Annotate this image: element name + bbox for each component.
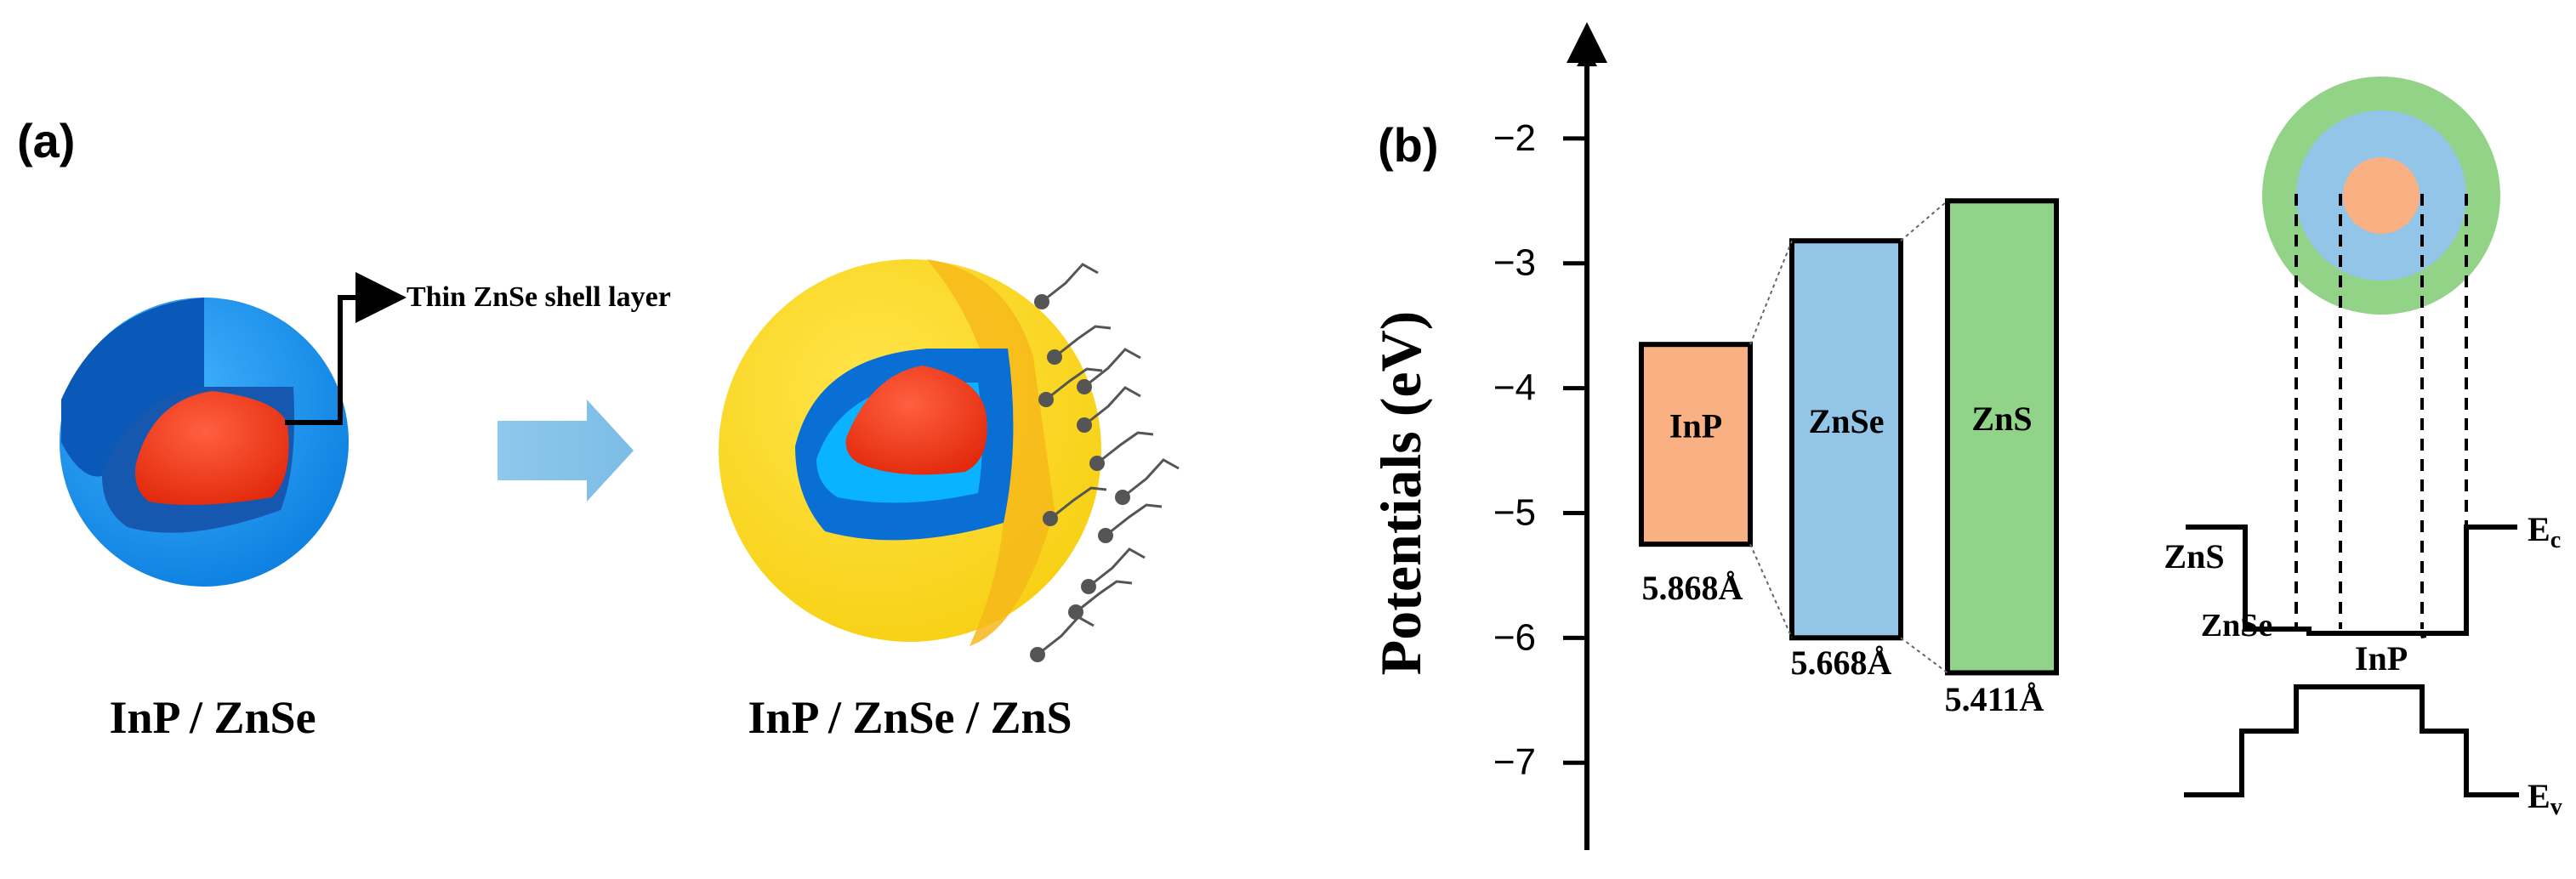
- bar-znse: [1789, 238, 1903, 641]
- ligand-tail: [1083, 348, 1141, 388]
- y-tick-label: −2: [1493, 117, 1536, 159]
- ligand-tail: [1045, 367, 1103, 401]
- panel-b-label: (b): [1378, 118, 1439, 172]
- caption-inp-znse: InP / ZnSe: [109, 692, 316, 743]
- lattice-label-znse: 5.668Å: [1791, 644, 1892, 682]
- ligand-tail: [1105, 503, 1163, 537]
- band-label-ec-main: E: [2528, 510, 2550, 548]
- band-offset-line: [1749, 543, 1793, 638]
- transition-arrow: [498, 400, 634, 502]
- band-label-ec-sub: c: [2550, 527, 2561, 553]
- band-offset-line: [1900, 637, 1948, 674]
- band-offset-line: [1749, 240, 1793, 345]
- y-axis-label: Potentials (eV): [1368, 311, 1433, 676]
- inp-core: [845, 366, 987, 475]
- bar-label-zns: ZnS: [1971, 400, 2032, 438]
- inp-znse-sphere: [60, 298, 349, 587]
- bar-label-znse: ZnSe: [1809, 402, 1885, 440]
- band-label-ev: Ev: [2528, 777, 2562, 820]
- y-tick-label: −4: [1493, 367, 1536, 409]
- znse-shell-cutaway: [61, 298, 204, 477]
- band-offset-line: [1900, 200, 1948, 242]
- band-label-ec: Ec: [2528, 510, 2561, 553]
- inp-znse-zns-sphere: [719, 259, 1180, 662]
- conduction-band-edge: [2186, 525, 2517, 639]
- band-label-znse: ZnSe: [2201, 608, 2272, 644]
- chart-plot: −2 −3 −4 −5 −6 −7 InP ZnSe ZnS 5.868Å 5.668Å 5.411Å: [1493, 22, 2059, 850]
- y-tick-label: −5: [1493, 491, 1536, 533]
- inp-core-circle: [2343, 157, 2420, 234]
- zns-shell-rim: [927, 259, 1055, 646]
- band-label-ev-main: E: [2528, 777, 2550, 815]
- callout-line: [285, 272, 407, 425]
- lattice-label-inp: 5.868Å: [1642, 569, 1743, 607]
- panel-a: (a) Thin ZnSe shell layer InP / ZnSe InP…: [17, 114, 1180, 743]
- projection-lines: [2295, 194, 2468, 629]
- band-label-inp: InP: [2355, 639, 2408, 678]
- y-axis-arrowhead: [1577, 48, 1597, 66]
- ligand-tail: [1096, 431, 1154, 465]
- panel-a-label: (a): [17, 114, 75, 167]
- bar-zns: [1945, 198, 2059, 676]
- ligand-tail: [1037, 615, 1095, 656]
- ligand-tail: [1075, 580, 1133, 614]
- ligand-tail: [1041, 263, 1099, 303]
- caption-inp-znse-zns: InP / ZnSe / ZnS: [748, 692, 1072, 743]
- bar-label-inp: InP: [1669, 407, 1722, 445]
- bar-inp: [1639, 342, 1753, 547]
- inp-core: [135, 391, 289, 505]
- lattice-label-zns: 5.411Å: [1945, 680, 2044, 718]
- band-diagram: ZnS ZnSe InP Ec Ev: [2164, 77, 2562, 820]
- band-label-zns: ZnS: [2164, 537, 2224, 576]
- callout-text: Thin ZnSe shell layer: [407, 281, 671, 313]
- ligands: [1030, 263, 1180, 662]
- ligand-tail: [1049, 486, 1107, 520]
- ligand-tail: [1083, 386, 1141, 427]
- y-tick-label: −6: [1493, 616, 1536, 658]
- ligand-tail: [1088, 547, 1146, 588]
- y-tick-label: −3: [1493, 242, 1536, 284]
- ligand-tail: [1054, 325, 1112, 359]
- y-tick-label: −7: [1493, 741, 1536, 783]
- valence-band-edge: [2184, 684, 2519, 797]
- band-label-ev-sub: v: [2550, 794, 2562, 820]
- ligand-tail: [1122, 458, 1180, 499]
